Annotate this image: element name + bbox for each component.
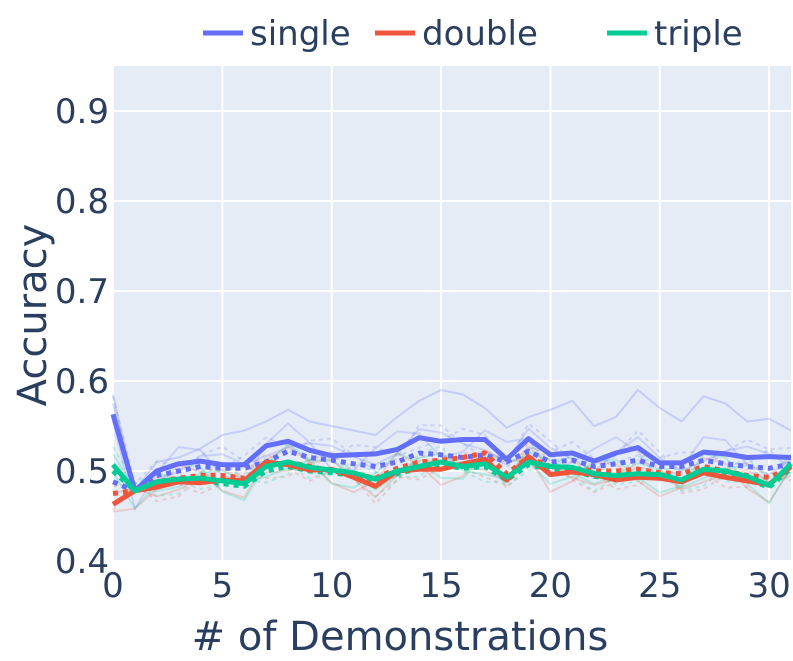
- double-trial-run: [112, 439, 792, 506]
- y-axis-title: Accuracy: [10, 224, 56, 407]
- double-dotted-line: [112, 450, 792, 496]
- legend: single double triple: [203, 14, 743, 54]
- x-tick-labels: 0 5 10 15 20 25 30: [102, 566, 791, 606]
- x-tick-label: 30: [747, 566, 790, 606]
- y-tick-label: 0.8: [55, 182, 109, 222]
- y-tick-label: 0.9: [55, 92, 109, 132]
- double-legend-label: double: [422, 14, 538, 54]
- y-tick-label: 0.6: [55, 362, 109, 402]
- x-tick-label: 20: [529, 566, 572, 606]
- triple-trial-run: [112, 442, 792, 511]
- x-tick-label: 0: [102, 566, 124, 606]
- triple-trial-run: [112, 445, 792, 498]
- x-tick-label: 25: [638, 566, 681, 606]
- single-trial-run: [112, 396, 792, 487]
- double-trial-run: [112, 445, 792, 513]
- triple-legend-label: triple: [654, 14, 743, 54]
- x-tick-label: 15: [419, 566, 462, 606]
- single-upper-run: [112, 388, 792, 494]
- single-dotted-line: [112, 448, 792, 494]
- y-tick-label: 0.4: [55, 542, 109, 582]
- x-axis-title: # of Demonstrations: [192, 614, 609, 660]
- x-tick-label: 5: [212, 566, 234, 606]
- y-tick-label: 0.5: [55, 452, 109, 492]
- triple-mean-line: [111, 459, 793, 494]
- grid-lines: [112, 66, 791, 562]
- single-legend-label: single: [250, 14, 351, 54]
- single-mean-line: [110, 413, 792, 494]
- y-tick-label: 0.7: [55, 272, 109, 312]
- y-tick-labels: 0.4 0.5 0.6 0.7 0.8 0.9: [55, 92, 109, 582]
- x-tick-label: 10: [310, 566, 353, 606]
- series-lines: [110, 413, 793, 507]
